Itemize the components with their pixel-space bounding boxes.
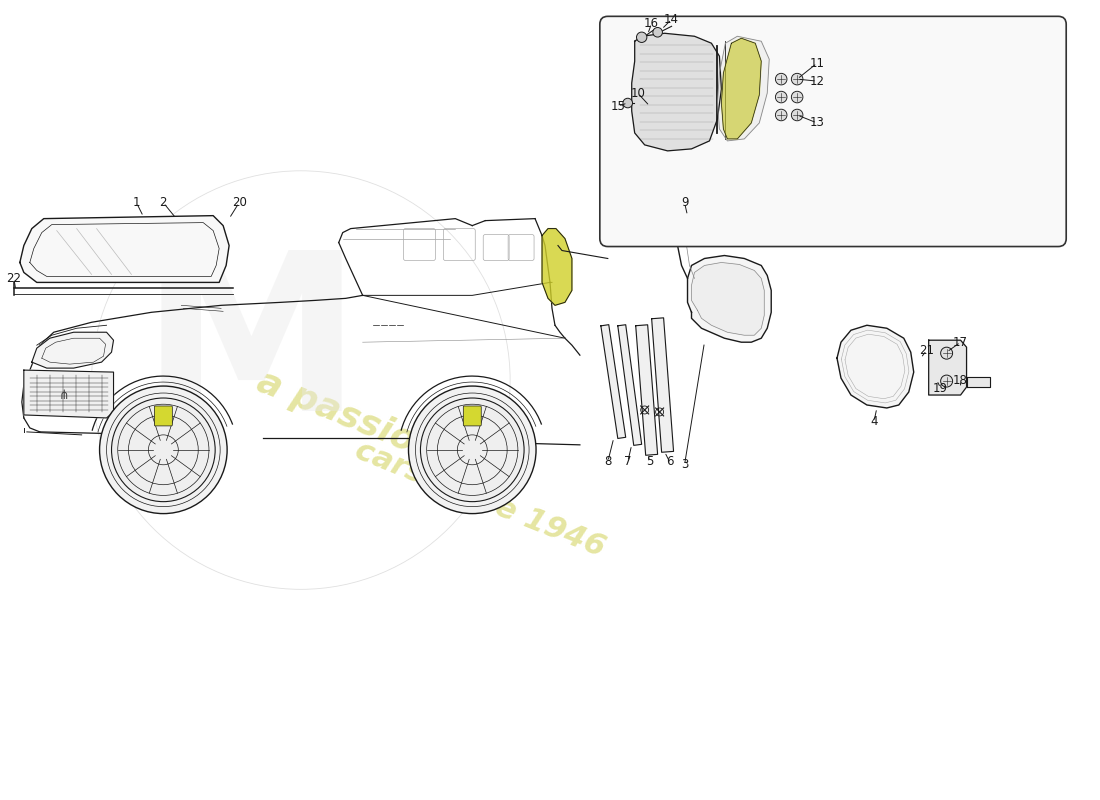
Text: 20: 20 xyxy=(232,196,246,209)
Polygon shape xyxy=(688,255,771,342)
FancyBboxPatch shape xyxy=(154,406,173,426)
Circle shape xyxy=(791,91,803,103)
FancyBboxPatch shape xyxy=(600,16,1066,246)
Text: 17: 17 xyxy=(953,336,968,349)
Polygon shape xyxy=(651,318,673,452)
Text: ⋔: ⋔ xyxy=(58,389,69,402)
Circle shape xyxy=(940,347,953,359)
Text: 11: 11 xyxy=(810,57,825,70)
Circle shape xyxy=(776,91,786,103)
Text: 21: 21 xyxy=(920,344,934,357)
Circle shape xyxy=(652,27,662,37)
Text: 14: 14 xyxy=(664,13,679,26)
Circle shape xyxy=(776,110,786,121)
Text: 12: 12 xyxy=(810,74,825,88)
Circle shape xyxy=(776,74,786,85)
Polygon shape xyxy=(722,38,761,139)
Circle shape xyxy=(420,398,524,502)
Circle shape xyxy=(791,74,803,85)
Polygon shape xyxy=(20,216,229,282)
Text: 16: 16 xyxy=(645,17,659,30)
FancyBboxPatch shape xyxy=(463,406,481,426)
Circle shape xyxy=(623,98,632,108)
Text: 13: 13 xyxy=(810,117,825,130)
Text: a passion for: a passion for xyxy=(252,365,509,495)
Polygon shape xyxy=(601,325,626,438)
Text: 9: 9 xyxy=(681,196,689,209)
Text: 15: 15 xyxy=(610,99,625,113)
Text: 8: 8 xyxy=(604,455,612,468)
Polygon shape xyxy=(837,326,914,408)
Text: 5: 5 xyxy=(646,455,653,468)
Polygon shape xyxy=(636,325,658,455)
Polygon shape xyxy=(24,370,113,418)
Text: 2: 2 xyxy=(160,196,167,209)
Text: 3: 3 xyxy=(681,458,689,471)
Text: 22: 22 xyxy=(7,272,21,285)
Circle shape xyxy=(111,398,216,502)
Text: 10: 10 xyxy=(630,86,645,99)
Polygon shape xyxy=(692,262,764,335)
Polygon shape xyxy=(542,229,572,306)
Polygon shape xyxy=(928,340,967,395)
Text: 6: 6 xyxy=(666,455,673,468)
Circle shape xyxy=(940,375,953,387)
Polygon shape xyxy=(618,325,641,446)
Circle shape xyxy=(408,386,536,514)
Text: 4: 4 xyxy=(870,415,878,429)
Circle shape xyxy=(100,386,227,514)
Polygon shape xyxy=(717,36,769,141)
Polygon shape xyxy=(967,377,990,387)
Text: 19: 19 xyxy=(933,382,948,394)
Text: 18: 18 xyxy=(953,374,968,386)
Text: 7: 7 xyxy=(624,455,631,468)
Polygon shape xyxy=(32,332,113,368)
Text: 1: 1 xyxy=(133,196,140,209)
Circle shape xyxy=(637,32,647,42)
Polygon shape xyxy=(631,34,722,151)
Text: cars since 1946: cars since 1946 xyxy=(351,436,609,563)
Text: M: M xyxy=(141,243,362,457)
Circle shape xyxy=(791,110,803,121)
